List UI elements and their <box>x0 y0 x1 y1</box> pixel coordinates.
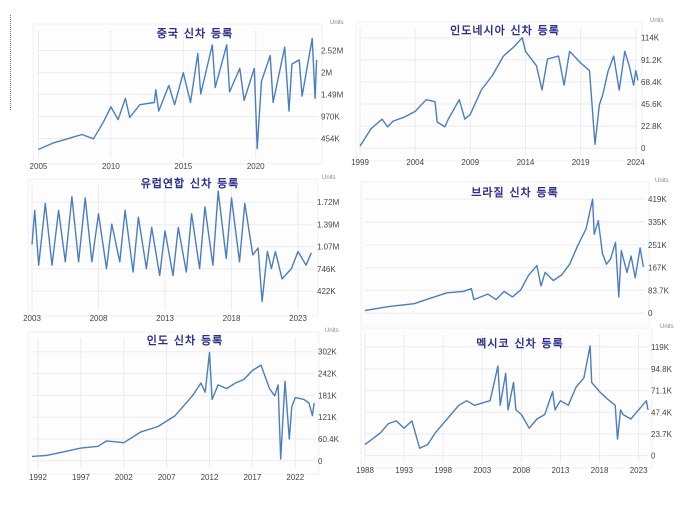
x-tick-label: 2023 <box>630 466 648 475</box>
x-tick-label: 2019 <box>572 158 590 167</box>
y-tick-label: 83.7K <box>648 286 670 295</box>
y-tick-label: 2M <box>321 69 332 78</box>
x-tick-label: 1999 <box>351 158 369 167</box>
x-tick-label: 2024 <box>627 158 645 167</box>
x-tick-label: 2004 <box>406 158 424 167</box>
y-tick-label: 47.4K <box>651 408 673 417</box>
y-tick-label: 335K <box>648 218 667 227</box>
x-tick-label: 2015 <box>174 162 192 171</box>
y-tick-label: 60.4K <box>318 435 340 444</box>
y-tick-label: 2.52M <box>321 46 344 55</box>
x-tick-label: 1997 <box>72 473 90 482</box>
x-tick-label: 2020 <box>247 162 265 171</box>
series-line <box>31 190 312 303</box>
chart-title-indonesia: 인도네시아 신차 등록 <box>450 24 560 37</box>
x-tick-label: 1988 <box>356 466 374 475</box>
units-label: Units <box>325 328 339 334</box>
dotted-divider <box>10 15 11 110</box>
x-tick-label: 2018 <box>591 466 609 475</box>
chart-title-china: 중국 신차 등록 <box>156 27 234 40</box>
x-tick-label: 2013 <box>156 314 174 323</box>
chart-title-eu: 유럽연합 신차 등록 <box>140 177 240 190</box>
x-tick-label: 2012 <box>201 473 219 482</box>
y-tick-label: 0 <box>318 457 323 466</box>
y-tick-label: 422K <box>317 287 336 296</box>
y-tick-label: 419K <box>648 195 667 204</box>
x-tick-label: 2003 <box>23 314 41 323</box>
chart-title-brazil: 브라질 신차 등록 <box>471 186 559 199</box>
y-tick-label: 302K <box>318 348 337 357</box>
y-tick-label: 970K <box>321 113 340 122</box>
y-tick-label: 0 <box>651 452 656 461</box>
y-tick-label: 45.6K <box>641 100 663 109</box>
x-tick-label: 1993 <box>395 466 413 475</box>
x-tick-label: 2023 <box>289 314 307 323</box>
plot-area <box>355 21 643 162</box>
x-tick-label: 2009 <box>461 158 479 167</box>
units-label: Units <box>660 324 674 330</box>
units-label: Units <box>322 175 336 181</box>
y-tick-label: 94.8K <box>651 365 673 374</box>
x-tick-label: 2017 <box>243 473 261 482</box>
x-tick-label: 2014 <box>517 158 535 167</box>
series-line <box>364 198 645 312</box>
x-tick-label: 2005 <box>30 162 48 171</box>
x-tick-label: 2008 <box>512 466 530 475</box>
units-label: Units <box>655 178 669 184</box>
y-tick-label: 68.4K <box>641 78 663 87</box>
y-tick-label: 251K <box>648 241 667 250</box>
series-line <box>38 37 318 151</box>
y-tick-label: 121K <box>318 413 337 422</box>
y-tick-label: 114K <box>641 34 660 43</box>
series-line <box>31 351 315 460</box>
y-tick-label: 0 <box>641 144 646 153</box>
y-tick-label: 1.72M <box>317 198 340 207</box>
chart-title-mexico: 멕시코 신차 등록 <box>476 337 564 350</box>
y-tick-label: 746K <box>317 265 336 274</box>
y-tick-label: 91.2K <box>641 56 663 65</box>
y-tick-label: 181K <box>318 391 337 400</box>
units-label: Units <box>650 18 664 24</box>
y-tick-label: 1.39M <box>317 221 340 230</box>
x-tick-label: 2007 <box>158 473 176 482</box>
plot-area <box>360 327 653 469</box>
series-line <box>359 37 639 147</box>
x-tick-label: 2003 <box>473 466 491 475</box>
plot-area <box>27 331 320 475</box>
units-label: Units <box>330 20 344 26</box>
y-tick-label: 1.49M <box>321 90 344 99</box>
plot-area <box>360 181 650 327</box>
y-tick-label: 0 <box>648 309 653 318</box>
chart-title-india: 인도 신차 등록 <box>146 334 224 347</box>
y-tick-label: 454K <box>321 135 340 144</box>
x-tick-label: 2018 <box>223 314 241 323</box>
x-tick-label: 2002 <box>115 473 133 482</box>
y-tick-label: 22.8K <box>641 122 663 131</box>
y-tick-label: 71.1K <box>651 387 673 396</box>
x-tick-label: 2022 <box>286 473 304 482</box>
x-tick-label: 2010 <box>102 162 120 171</box>
x-tick-label: 1998 <box>434 466 452 475</box>
y-tick-label: 23.7K <box>651 430 673 439</box>
y-tick-label: 167K <box>648 264 667 273</box>
series-line <box>364 345 649 449</box>
y-tick-label: 242K <box>318 369 337 378</box>
y-tick-label: 1.07M <box>317 243 340 252</box>
x-tick-label: 1992 <box>29 473 47 482</box>
x-tick-label: 2013 <box>552 466 570 475</box>
y-tick-label: 119K <box>651 343 670 352</box>
x-tick-label: 2008 <box>90 314 108 323</box>
